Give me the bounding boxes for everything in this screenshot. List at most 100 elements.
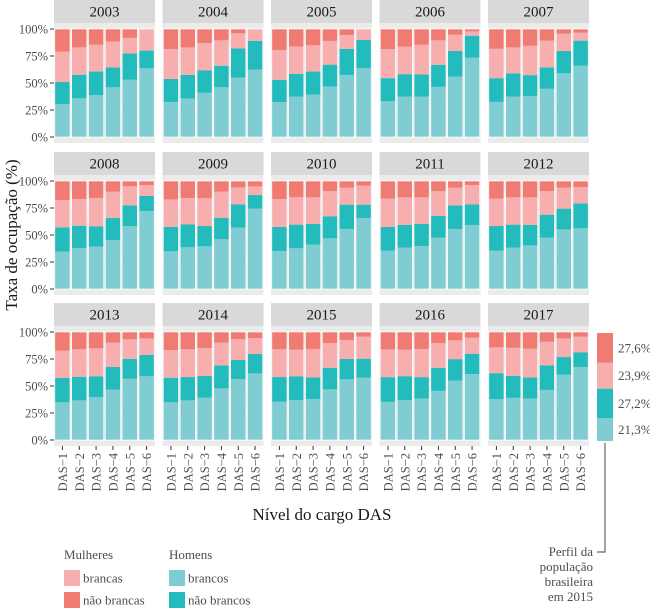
bar-segment-homens-brancos: [556, 229, 572, 289]
bar-segment-homens-nao-brancos: [180, 74, 196, 99]
bar-outline: [138, 331, 155, 441]
bar-segment-homens-brancos: [573, 228, 589, 289]
facet-strip: [271, 0, 372, 23]
bar-outline: [196, 180, 213, 290]
bar-outline: [71, 28, 88, 138]
bar-segment-mulheres-brancas: [71, 349, 87, 377]
bar-segment-mulheres-nao-brancas: [180, 332, 196, 350]
bar-segment-homens-nao-brancos: [380, 377, 396, 402]
bar-outline: [163, 331, 179, 441]
legend-group-mulheres: Mulheres brancas não brancas: [64, 547, 145, 608]
bar-segment-mulheres-brancas: [71, 47, 87, 75]
profile-caption-line: Perfil da: [549, 544, 594, 559]
bar-segment-mulheres-nao-brancas: [505, 181, 521, 198]
bar-segment-mulheres-brancas: [573, 187, 589, 204]
x-tick-label: DAS−4: [323, 452, 337, 491]
bar-segment-homens-nao-brancos: [163, 227, 179, 252]
bar-segment-homens-nao-brancos: [556, 208, 572, 230]
bar-segment-mulheres-brancas: [464, 184, 480, 205]
bar-segment-mulheres-brancas: [122, 186, 138, 206]
bar-segment-mulheres-brancas: [197, 43, 213, 71]
bar-segment-homens-brancos: [88, 95, 104, 137]
y-tick-label: 100%: [19, 326, 48, 340]
bar-segment-mulheres-brancas: [122, 37, 138, 54]
y-axis-title: Taxa de ocupação (%): [2, 159, 21, 310]
bar-segment-homens-brancos: [380, 401, 396, 440]
bar-segment-homens-brancos: [163, 102, 179, 137]
bar-segment-mulheres-brancas: [54, 350, 70, 379]
facet-strip: [379, 152, 481, 175]
facet-panel-2017: 2017 DAS−1 DAS−2 DAS−3 DAS−4 DAS−5 DAS−6: [488, 303, 589, 491]
x-tick-label: DAS−3: [90, 453, 104, 491]
x-tick-label: DAS−1: [381, 453, 395, 491]
bar-segment-homens-brancos: [163, 402, 179, 440]
bar-outline: [213, 28, 230, 138]
facet-strip-label: 2012: [524, 157, 554, 173]
bar-segment-homens-brancos: [464, 57, 480, 138]
bar-segment-mulheres-nao-brancas: [414, 29, 430, 45]
facet-panel-2008: 2008: [54, 152, 155, 295]
bar-segment-homens-nao-brancos: [505, 73, 521, 97]
bar-segment-mulheres-brancas: [430, 191, 446, 216]
bar-segment-homens-brancos: [488, 250, 504, 289]
bar-segment-homens-brancos: [505, 397, 521, 440]
bar-outline: [555, 180, 572, 290]
bar-segment-mulheres-brancas: [356, 29, 372, 40]
bar-segment-mulheres-brancas: [414, 44, 430, 75]
bar-segment-mulheres-nao-brancas: [430, 332, 446, 344]
bar-segment-mulheres-brancas: [213, 191, 229, 218]
bar-segment-mulheres-nao-brancas: [464, 29, 480, 32]
bar-segment-homens-brancos: [71, 400, 87, 440]
bar-segment-homens-brancos: [163, 251, 179, 289]
bar-segment-mulheres-nao-brancas: [339, 332, 355, 340]
bar-segment-mulheres-brancas: [505, 47, 521, 74]
bar-outline: [355, 331, 372, 441]
bar-outline: [505, 180, 522, 290]
bar-segment-homens-brancos: [71, 247, 87, 289]
y-tick-label: 50%: [25, 380, 48, 394]
bar-outline: [396, 180, 413, 290]
bar-segment-homens-brancos: [488, 101, 504, 137]
bar-segment-mulheres-brancas: [105, 41, 121, 68]
facet-strip: [162, 0, 264, 23]
bar-outline: [213, 331, 230, 441]
bar-segment-homens-nao-brancos: [197, 226, 213, 247]
bar-segment-homens-brancos: [197, 397, 213, 440]
facet-strip-label: 2005: [307, 5, 337, 21]
bar-segment-mulheres-brancas: [197, 347, 213, 376]
bar-segment-mulheres-nao-brancas: [54, 29, 70, 52]
bar-segment-mulheres-brancas: [105, 342, 121, 367]
bar-segment-homens-brancos: [230, 378, 246, 440]
bar-segment-homens-nao-brancos: [71, 74, 87, 99]
bar-segment-homens-brancos: [339, 74, 355, 137]
bar-segment-mulheres-nao-brancas: [414, 181, 430, 198]
bar-outline: [138, 180, 155, 290]
bar-segment-homens-brancos: [356, 218, 372, 289]
bar-segment-mulheres-nao-brancas: [488, 29, 504, 49]
legend-group-title: Mulheres: [64, 547, 113, 562]
bar-segment-mulheres-brancas: [305, 197, 321, 224]
y-tick-label: 50%: [25, 77, 48, 91]
bar-segment-mulheres-brancas: [271, 349, 287, 378]
bar-segment-homens-brancos: [288, 400, 304, 440]
bar-segment-mulheres-nao-brancas: [139, 181, 155, 185]
profile-segment-mulheres-nao-brancas: [597, 333, 613, 363]
bar-segment-mulheres-brancas: [163, 48, 179, 79]
bar-segment-homens-nao-brancos: [213, 365, 229, 389]
legend: Mulheres brancas não brancas Homens brancos n…: [64, 547, 250, 608]
bar-segment-mulheres-nao-brancas: [556, 29, 572, 34]
bar-segment-mulheres-brancas: [180, 47, 196, 75]
bar-segment-homens-nao-brancos: [573, 40, 589, 66]
bar-segment-homens-brancos: [139, 376, 155, 440]
bar-segment-homens-nao-brancos: [230, 204, 246, 228]
facet-strip: [162, 303, 264, 326]
bar-segment-mulheres-brancas: [288, 197, 304, 225]
bar-outline: [522, 331, 538, 441]
legend-label: brancos: [188, 571, 228, 586]
bar-segment-mulheres-brancas: [54, 51, 70, 83]
facet-panel-2012: 2012: [488, 152, 589, 295]
bar-segment-homens-brancos: [397, 247, 413, 289]
profile-segment-homens-brancos: [597, 417, 613, 441]
bar-segment-mulheres-brancas: [522, 348, 538, 378]
bar-segment-mulheres-brancas: [180, 197, 196, 225]
